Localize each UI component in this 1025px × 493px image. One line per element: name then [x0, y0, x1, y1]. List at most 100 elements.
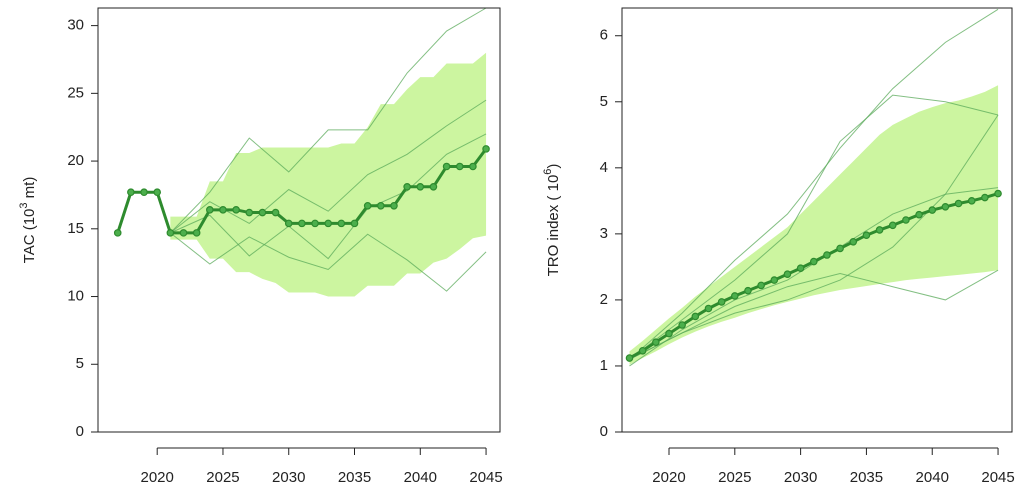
median-point: [258, 208, 267, 217]
median-point: [836, 244, 844, 253]
median-point: [967, 197, 976, 205]
y-tick-label: 5: [600, 93, 608, 110]
median-point: [809, 257, 818, 266]
median-point: [324, 219, 333, 228]
x-tick-label: 2030: [272, 469, 305, 486]
median-point: [127, 188, 135, 197]
median-point: [166, 229, 175, 237]
y-axis-label: TAC (103 mt): [18, 177, 38, 264]
median-point: [219, 206, 227, 214]
y-tick-label: 3: [600, 225, 608, 242]
trajectory-line: [629, 269, 999, 360]
median-point: [416, 183, 425, 191]
median-point: [284, 219, 293, 228]
median-point: [731, 292, 739, 300]
trajectory-line: [170, 232, 487, 292]
y-axis-label-part: TRO index ( 10: [545, 175, 562, 277]
y-tick-label: 1: [600, 357, 608, 374]
y-axis-label-part: 6: [542, 169, 554, 175]
y-tick-label: 10: [67, 288, 84, 305]
band: [629, 85, 999, 365]
x-tick-label: 2035: [338, 469, 371, 486]
y-tick-label: 4: [600, 159, 608, 176]
y-tick-label: 0: [600, 423, 608, 440]
y-tick-label: 15: [67, 220, 84, 237]
median-point: [744, 286, 752, 295]
x-tick-label: 2030: [784, 469, 817, 486]
median-point: [311, 219, 319, 228]
median-point: [652, 338, 660, 346]
x-tick-label: 2020: [652, 469, 685, 486]
x-tick-label: 2040: [916, 469, 949, 486]
median-point: [390, 201, 398, 210]
median-point: [770, 276, 779, 284]
trajectory-line: [170, 133, 487, 260]
median-point: [192, 229, 201, 237]
median-point: [337, 219, 346, 228]
median-point: [113, 229, 122, 237]
median-point: [442, 162, 451, 171]
median-point: [823, 251, 831, 259]
median-point: [363, 201, 372, 210]
y-tick-label: 30: [67, 17, 84, 34]
median-point: [915, 210, 923, 219]
median-point: [783, 270, 792, 278]
x-tick-label: 2040: [404, 469, 437, 486]
median-point: [377, 201, 385, 210]
y-tick-label: 6: [600, 27, 608, 44]
median-point: [862, 231, 871, 239]
median-point: [796, 264, 805, 273]
median-point: [928, 206, 937, 214]
y-axis-label-part: ): [545, 164, 562, 169]
median-point: [757, 281, 765, 290]
y-axis-label-part: TAC (10: [21, 209, 38, 264]
x-tick-label: 2020: [141, 469, 174, 486]
x-tick-label: 2035: [850, 469, 883, 486]
y-axis-label: TRO index ( 106): [542, 164, 562, 277]
y-tick-label: 5: [76, 355, 84, 372]
trajectory-line: [629, 8, 999, 360]
median-point: [298, 219, 306, 228]
median-point: [888, 221, 897, 230]
panel: 0 1 2 3 4 5 6 2020 2025 2030 2035 2040 2045 TRO index…: [542, 7, 1015, 486]
median-point: [691, 312, 700, 321]
median-point: [179, 229, 188, 237]
x-tick-label: 2025: [718, 469, 751, 486]
y-tick-label: 25: [67, 84, 84, 101]
y-tick-label: 0: [76, 423, 84, 440]
median-point: [994, 189, 1002, 198]
trajectory-line: [629, 94, 999, 360]
median-point: [849, 237, 858, 246]
median-point: [245, 208, 254, 217]
x-tick-label: 2045: [469, 469, 502, 486]
median-point: [954, 199, 963, 208]
y-tick-label: 20: [67, 152, 84, 169]
median-point: [638, 346, 647, 355]
trajectory-line: [629, 114, 999, 360]
median-point: [875, 226, 884, 234]
median-point: [981, 193, 989, 202]
y-tick-label: 2: [600, 291, 608, 308]
median-point: [350, 219, 359, 228]
median-point: [455, 162, 464, 171]
x-tick-label: 2025: [206, 469, 239, 486]
median-point: [678, 321, 686, 329]
median-point: [153, 188, 161, 197]
median-point: [717, 298, 726, 306]
median-point: [625, 354, 634, 362]
trajectory-line: [169, 7, 487, 234]
median-point: [232, 206, 240, 214]
x-tick-label: 2045: [981, 469, 1014, 486]
median-point: [902, 216, 910, 224]
band: [170, 52, 487, 297]
median-point: [665, 329, 673, 338]
plot-frame: [97, 7, 501, 433]
median-point: [403, 183, 411, 191]
median-point: [469, 162, 477, 171]
median-point: [206, 206, 214, 214]
plot-frame: [621, 7, 1013, 433]
median-point: [271, 208, 280, 217]
median-point: [704, 304, 713, 313]
